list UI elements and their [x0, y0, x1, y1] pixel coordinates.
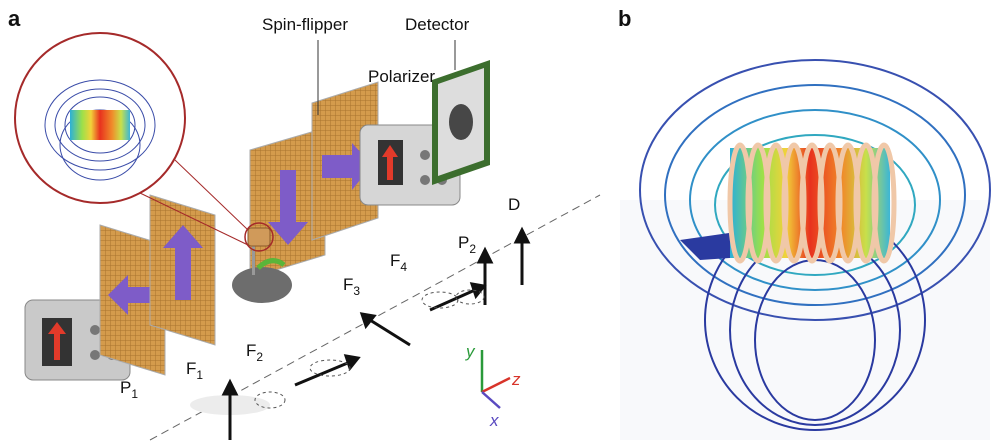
- position-name: P: [458, 233, 469, 252]
- position-subscript: 3: [353, 284, 360, 298]
- position-label: F2: [246, 341, 263, 364]
- position-label: F4: [390, 251, 407, 274]
- flipper-f2: [150, 195, 215, 345]
- position-name: F: [390, 251, 400, 270]
- position-label: P2: [458, 233, 476, 256]
- label: Polarizer: [368, 67, 435, 86]
- position-subscript: 4: [400, 260, 407, 274]
- panel-label: b: [618, 6, 631, 31]
- position-name: F: [343, 275, 353, 294]
- position-label: F3: [343, 275, 360, 298]
- panel-label: a: [8, 6, 21, 31]
- detector: [432, 60, 490, 185]
- position-label: P1: [120, 378, 138, 401]
- label: Detector: [405, 15, 470, 34]
- position-subscript: 1: [131, 387, 138, 401]
- axes-triad: [482, 350, 510, 408]
- position-subscript: 2: [469, 242, 476, 256]
- axis-label: y: [465, 342, 476, 361]
- figure: a b Spin-flipper Detector Polarizer y z …: [0, 0, 994, 446]
- precession-circles: [255, 290, 484, 408]
- position-name: D: [508, 195, 520, 214]
- field-rendering: [620, 60, 990, 440]
- position-label: F1: [186, 359, 203, 382]
- inset: [15, 33, 248, 245]
- position-name: F: [186, 359, 196, 378]
- position-name: P: [120, 378, 131, 397]
- axis-label: x: [489, 411, 499, 430]
- position-subscript: 2: [256, 350, 263, 364]
- label: Spin-flipper: [262, 15, 348, 34]
- axis-label: z: [511, 370, 521, 389]
- position-name: F: [246, 341, 256, 360]
- position-label: D: [508, 195, 520, 214]
- position-subscript: 1: [196, 368, 203, 382]
